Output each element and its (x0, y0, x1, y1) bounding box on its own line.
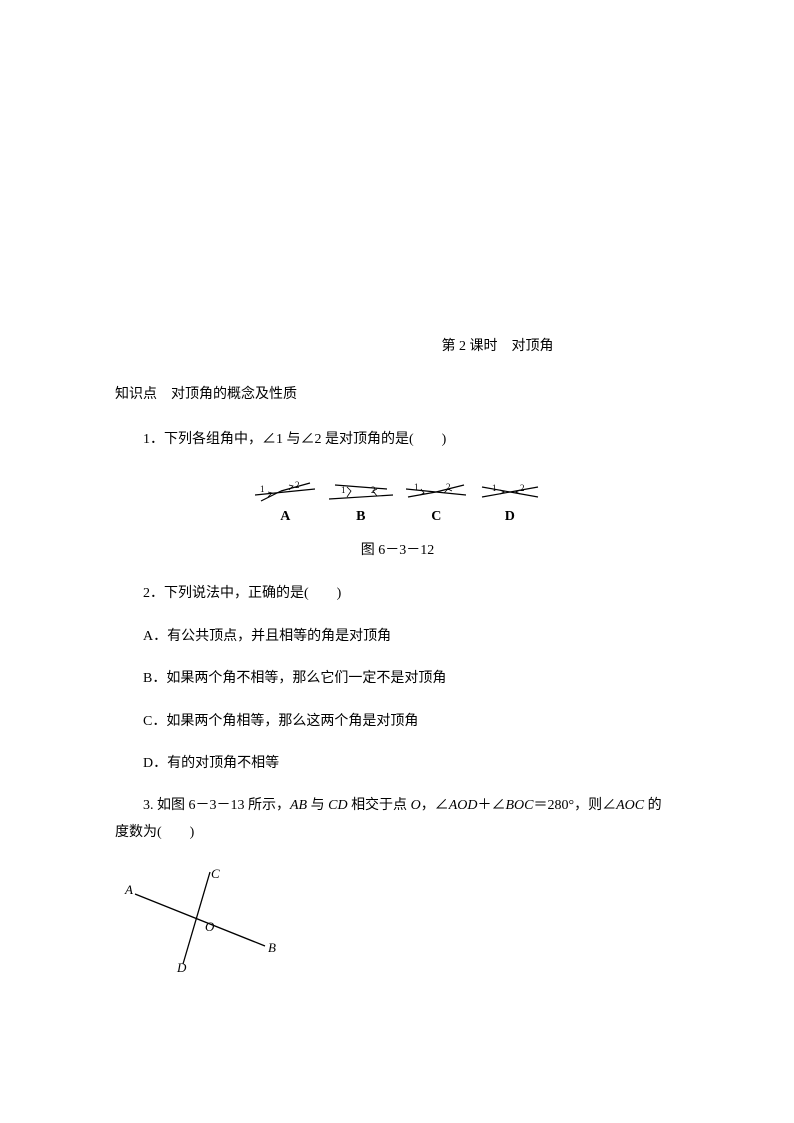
point-B-label: B (268, 940, 276, 955)
point-C-label: C (211, 866, 220, 881)
point-O-label: O (205, 919, 215, 934)
point-D-label: D (176, 960, 187, 974)
figure-6-3-12-caption: 图 6－3－12 (115, 539, 680, 559)
diagram-D-label: D (480, 509, 540, 525)
question-2-text: 2．下列说法中，正确的是( ) (115, 583, 680, 605)
q2-option-B: B．如果两个角不相等，那么它们一定不是对顶角 (115, 668, 680, 690)
diagram-C: 1 2 C (406, 479, 466, 525)
q2-option-D: D．有的对顶角不相等 (115, 753, 680, 775)
diagram-A: 1 2 A (255, 479, 315, 525)
figure-6-3-13: A B C D O (115, 864, 680, 974)
question-3-text: 3. 如图 6－3－13 所示，AB 与 CD 相交于点 O，∠AOD＋∠BOC… (115, 795, 680, 817)
diagram-B: 1 2 B (329, 479, 393, 525)
diagram-B-label: B (329, 509, 393, 525)
section-title: 知识点 对顶角的概念及性质 (115, 383, 680, 403)
diagram-C-label: C (406, 509, 466, 525)
svg-text:1: 1 (341, 485, 346, 495)
lesson-title: 第 2 课时 对顶角 (315, 335, 680, 355)
figure-6-3-12: 1 2 A 1 2 B (115, 479, 680, 525)
svg-text:1: 1 (260, 484, 265, 494)
svg-text:2: 2 (295, 480, 300, 490)
diagram-D: 1 2 D (480, 479, 540, 525)
svg-text:1: 1 (492, 483, 497, 493)
q2-option-A: A．有公共顶点，并且相等的角是对顶角 (115, 626, 680, 648)
diagram-A-label: A (255, 509, 315, 525)
svg-text:2: 2 (520, 483, 525, 493)
question-3-line2: 度数为( ) (115, 822, 680, 844)
question-1-text: 1．下列各组角中，∠1 与∠2 是对顶角的是( ) (115, 429, 680, 451)
q2-option-C: C．如果两个角相等，那么这两个角是对顶角 (115, 711, 680, 733)
svg-text:1: 1 (414, 482, 419, 492)
point-A-label: A (124, 882, 133, 897)
